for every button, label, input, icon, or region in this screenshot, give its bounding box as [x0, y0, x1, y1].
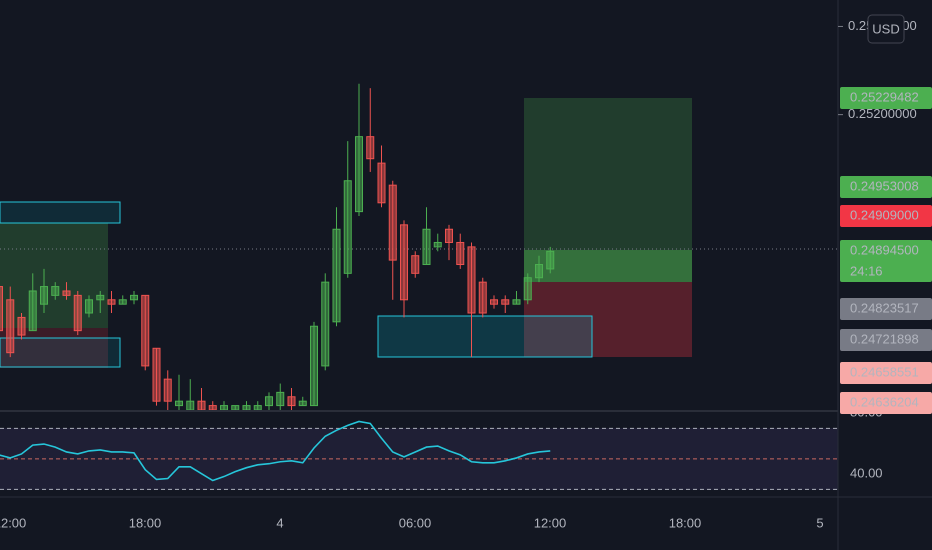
candle-body — [523, 277, 532, 301]
rsi-pane — [0, 420, 838, 490]
y-tick-label: 0.25200000 — [848, 106, 917, 121]
price-tag — [840, 176, 932, 198]
currency-label[interactable]: USD — [872, 21, 899, 36]
candle-body — [298, 400, 307, 407]
candle-body — [287, 396, 296, 407]
x-tick-label: 18:00 — [669, 515, 702, 530]
candle-body — [0, 286, 3, 332]
price-tag-label: 0.24894500 — [850, 242, 919, 257]
price-tag — [840, 205, 932, 227]
candle-body — [163, 378, 172, 402]
candle-body — [40, 286, 48, 305]
candle-body — [332, 228, 341, 323]
candle-body — [276, 391, 285, 407]
x-tick-label: 12:00 — [534, 515, 567, 530]
candle-body — [118, 299, 127, 305]
candle-body — [96, 294, 105, 301]
price-tag — [840, 240, 932, 282]
candle-body — [512, 299, 521, 305]
candle-body — [197, 400, 206, 410]
candles — [0, 83, 555, 410]
price-tag — [840, 362, 932, 384]
x-tick-label: 12:00 — [0, 515, 26, 530]
price-tag — [840, 87, 932, 109]
price-tag — [840, 392, 932, 414]
candle-body — [467, 246, 476, 314]
candle-body — [253, 405, 262, 410]
candle-body — [411, 255, 420, 274]
price-tag-label: 0.24953008 — [850, 178, 919, 193]
candle-body — [456, 241, 465, 266]
candle-body — [343, 180, 352, 274]
candle-body — [546, 250, 555, 270]
x-tick-label: 5 — [816, 515, 823, 530]
candle-body — [377, 162, 386, 204]
currency-button[interactable] — [867, 14, 905, 44]
price-tag-label: 0.25229482 — [850, 89, 919, 104]
pane-separator — [0, 410, 838, 412]
candle-body — [186, 400, 195, 410]
candle-body — [208, 405, 217, 410]
candle-body — [107, 299, 116, 305]
price-tag-label: 0.24636204 — [850, 394, 919, 409]
candle-body — [6, 299, 15, 354]
candle-body — [310, 325, 318, 407]
candle-body — [388, 184, 397, 261]
candle-body — [130, 294, 138, 301]
price-tag-label: 0.24721898 — [850, 331, 919, 346]
candle-body — [422, 228, 431, 266]
candle-body — [355, 136, 363, 213]
price-tag — [840, 298, 932, 320]
candle-body — [501, 299, 510, 305]
candle-body — [242, 405, 251, 410]
candle-body — [400, 224, 408, 301]
candle-body — [231, 405, 240, 410]
price-tag — [840, 329, 932, 351]
candle-body — [175, 400, 183, 407]
candle-body — [490, 299, 498, 305]
candle-body — [28, 290, 37, 332]
x-tick-label: 4 — [276, 515, 283, 530]
candle-body — [535, 264, 543, 279]
rsi-line — [0, 420, 551, 482]
price-tag-label: 0.24909000 — [850, 207, 919, 222]
countdown: 24:16 — [850, 263, 883, 278]
price-tag-label: 0.24823517 — [850, 300, 919, 315]
candle-body — [433, 241, 442, 248]
candle-body — [478, 281, 487, 314]
rsi-tick-label: 40.00 — [850, 466, 883, 481]
zone-box — [0, 201, 121, 224]
candle-body — [17, 316, 26, 336]
candle-body — [85, 299, 93, 314]
candle-body — [141, 294, 150, 367]
rsi-band — [0, 428, 838, 490]
axes: 0.254000000.2520000080.0040.0012:0018:00… — [0, 18, 932, 530]
candle-body — [321, 281, 330, 367]
candle-body — [220, 405, 228, 410]
candle-body — [265, 396, 273, 407]
candle-body — [366, 136, 375, 160]
candle-body — [51, 286, 60, 296]
candle-body — [62, 290, 71, 296]
price-tag-label: 0.24658551 — [850, 364, 919, 379]
candle-body — [445, 228, 453, 243]
zone-box — [0, 337, 121, 368]
position-loss — [524, 282, 692, 357]
x-tick-label: 06:00 — [399, 515, 432, 530]
zone-box — [377, 315, 593, 358]
candle-body — [73, 294, 82, 332]
x-tick-label: 18:00 — [129, 515, 162, 530]
candle-body — [152, 347, 161, 402]
